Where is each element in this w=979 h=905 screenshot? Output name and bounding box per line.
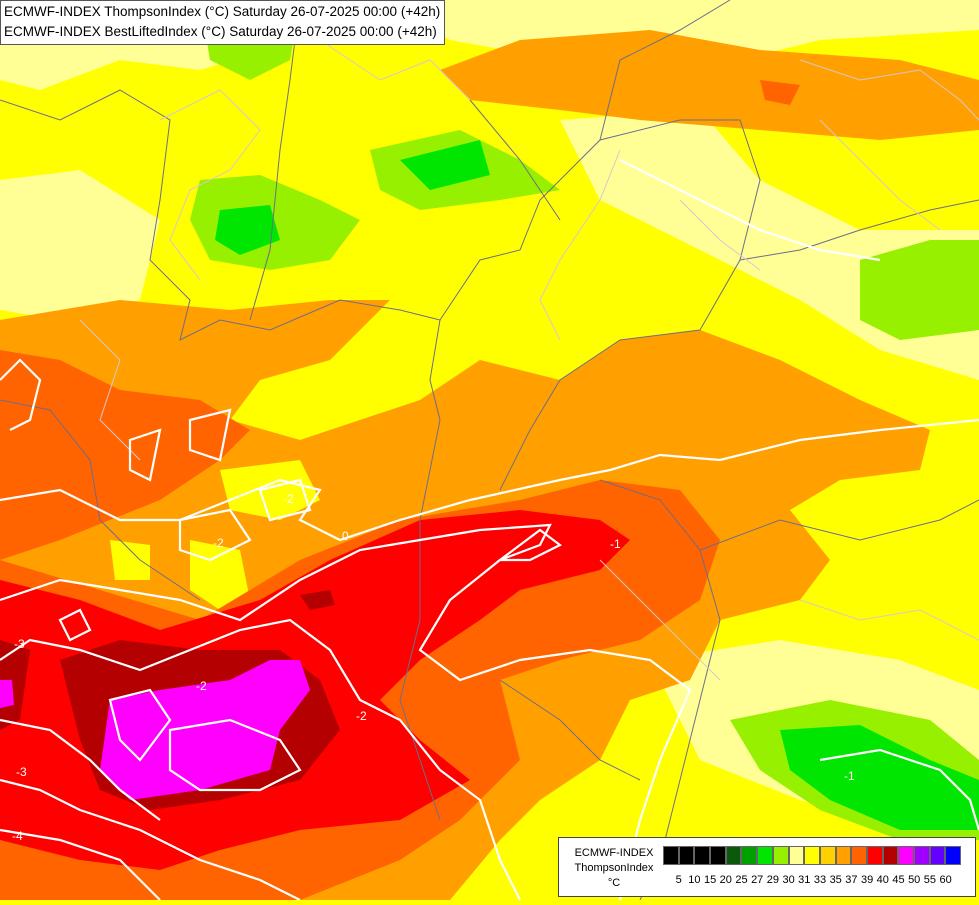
legend-tick-label: 20 — [719, 874, 732, 886]
title-thompson-index: ECMWF-INDEX ThompsonIndex (°C) Saturday … — [4, 4, 441, 19]
legend-swatch — [929, 846, 946, 865]
legend-swatch — [835, 846, 852, 865]
legend-swatch — [694, 846, 711, 865]
contour-label: -1 — [844, 769, 855, 783]
contour-label: -3 — [14, 637, 25, 651]
legend-tick-label: 25 — [735, 874, 748, 886]
legend-swatch — [772, 846, 789, 865]
legend-title: ECMWF-INDEX ThompsonIndex °C — [567, 846, 661, 891]
contour-label: 0 — [342, 529, 349, 543]
legend-tick-label: 37 — [845, 874, 858, 886]
legend-tick-label: 55 — [923, 874, 937, 886]
legend-swatch — [945, 846, 962, 865]
contour-label: -2 — [213, 536, 224, 550]
legend-swatches — [663, 846, 962, 865]
legend-swatch — [663, 846, 679, 865]
legend-tick-label: 35 — [829, 874, 842, 886]
legend-swatch — [788, 846, 805, 865]
contour-label: -2 — [356, 709, 367, 723]
legend-swatch — [741, 846, 758, 865]
legend-tick-label: 27 — [751, 874, 764, 886]
contour-label: -3 — [16, 765, 27, 779]
legend-swatch — [819, 846, 836, 865]
legend-swatch — [882, 846, 899, 865]
legend-swatch — [866, 846, 883, 865]
legend-tick-label: 50 — [908, 874, 921, 886]
legend-ticks: 5 10 15 20 25 27 29 30 31 33 35 37 39 40 45 50 55 60 — [663, 874, 973, 888]
contour-label: -2 — [283, 492, 294, 506]
legend-swatch — [851, 846, 867, 865]
legend-tick-label: 10 — [688, 874, 701, 886]
legend-swatch — [725, 846, 742, 865]
legend-parameter: ThompsonIndex — [574, 862, 654, 874]
legend-tick-label: 39 — [860, 874, 874, 886]
legend-tick-label: 29 — [766, 874, 780, 886]
legend-swatch — [914, 846, 930, 865]
legend-tick-label: 31 — [798, 874, 811, 886]
legend-swatch — [898, 846, 914, 865]
legend-model: ECMWF-INDEX — [574, 847, 654, 859]
legend-tick-label: 45 — [892, 874, 905, 886]
contour-label: -2 — [196, 679, 207, 693]
contour-label: -4 — [12, 829, 23, 843]
legend-tick-label: 60 — [939, 874, 952, 886]
legend-swatch — [710, 846, 726, 865]
legend-tick-label: 15 — [703, 874, 717, 886]
legend-swatch — [757, 846, 773, 865]
legend-swatch — [804, 846, 820, 865]
title-best-lifted-index: ECMWF-INDEX BestLiftedIndex (°C) Saturda… — [4, 24, 437, 39]
legend-swatch — [678, 846, 695, 865]
legend-tick-label: 5 — [675, 874, 682, 886]
legend-tick-label: 30 — [782, 874, 795, 886]
map-title-box: ECMWF-INDEX ThompsonIndex (°C) Saturday … — [0, 0, 446, 45]
color-legend: ECMWF-INDEX ThompsonIndex °C 5 10 15 20 25 27… — [558, 837, 976, 897]
contour-label: -1 — [610, 537, 621, 551]
legend-tick-label: 40 — [876, 874, 889, 886]
legend-unit: °C — [607, 877, 621, 889]
legend-tick-label: 33 — [813, 874, 827, 886]
